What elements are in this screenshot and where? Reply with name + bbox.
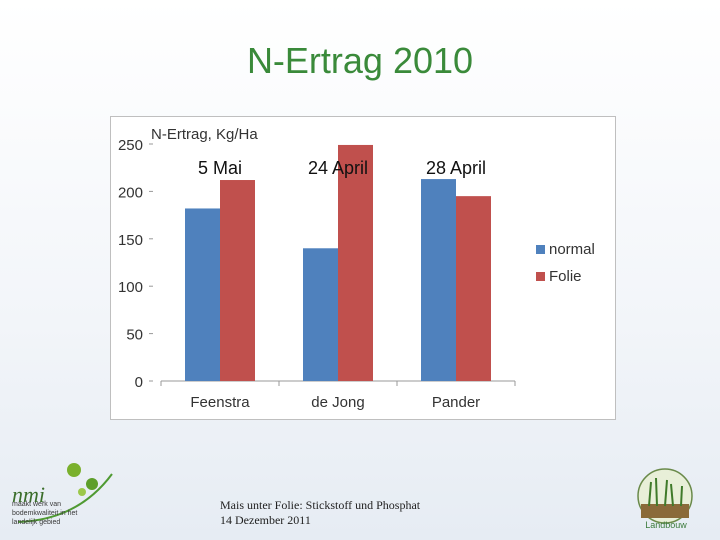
footer-note-line: Mais unter Folie: Stickstoff und Phospha… [220,498,421,512]
slide-title: N-Ertrag 2010 [246,40,474,81]
logo-tagline-line: maakt werk van [12,501,62,508]
logo-tagline-line: landelijk gebied [12,519,61,526]
y-tick-label: 50 [126,327,143,344]
bar-normal-feenstra [185,208,220,381]
y-axis-label: N-Ertrag, Kg/Ha [151,126,258,143]
y-tick-label: 100 [118,279,143,296]
bar-folie-feenstra [220,180,255,381]
emblem-label: Landbouw [645,520,687,530]
legend-swatch-folie [536,272,545,281]
logo-text: nmi [12,482,45,507]
category-annotation: 24 April [308,158,368,178]
bar-normal-pander [421,179,456,381]
y-tick-label: 0 [135,374,143,391]
legend-swatch-normal [536,245,545,254]
y-tick-label: 200 [118,184,143,201]
logo-tagline-line: bodemkwaliteit in het [12,510,78,517]
category-annotation: 5 Mai [198,158,242,178]
nmi-logo: nmi maakt werk van bodemkwaliteit in het… [8,460,118,530]
bar-folie-pander [456,196,491,381]
y-tick-label: 250 [118,137,143,154]
y-tick-label: 150 [118,232,143,249]
x-tick-label: de Jong [311,394,364,411]
chart-container: N-Ertrag, Kg/Ha 0 50 100 150 200 250 Feenstra 5 … [110,116,616,420]
footer-note-date: 14 Dezember 2011 [220,513,311,527]
landbouw-emblem-icon [637,468,693,524]
bar-folie-de-jong [338,144,373,381]
footer-note: Mais unter Folie: Stickstoff und Phospha… [220,498,520,528]
bar-normal-de-jong [303,248,338,381]
x-tick-label: Pander [432,394,480,411]
logo-tagline: maakt werk van bodemkwaliteit in het lan… [12,500,102,527]
legend-label-normal: normal [549,241,595,258]
bar-chart: N-Ertrag, Kg/Ha 0 50 100 150 200 250 Feenstra 5 … [118,126,595,411]
category-annotation: 28 April [426,158,486,178]
legend-label-folie: Folie [549,268,582,285]
x-tick-label: Feenstra [190,394,250,411]
logo-swoosh-icon [17,463,113,523]
